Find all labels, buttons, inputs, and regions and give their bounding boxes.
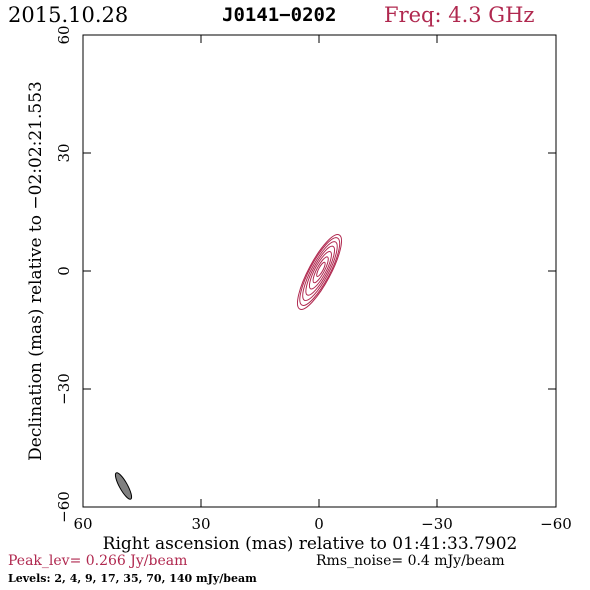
x-axis-label: Right ascension (mas) relative to 01:41:… xyxy=(103,534,518,554)
contour-level xyxy=(316,261,326,277)
y-tick-label: −30 xyxy=(55,373,73,405)
contour-level xyxy=(302,241,338,302)
y-tick-label: 60 xyxy=(55,25,73,44)
contour-level xyxy=(297,234,342,310)
tick-marks xyxy=(82,34,557,508)
x-tick-label: 60 xyxy=(73,515,92,533)
beam-ellipse xyxy=(114,472,133,500)
contour-levels: Levels: 2, 4, 9, 17, 35, 70, 140 mJy/bea… xyxy=(8,572,257,585)
source-contours xyxy=(297,234,342,310)
y-tick-label: 0 xyxy=(55,266,73,276)
x-tick-label: 0 xyxy=(314,515,324,533)
source-name: J0141−0202 xyxy=(222,4,337,26)
contour-level xyxy=(299,237,341,306)
y-axis-label: Declination (mas) relative to −02:02:21.… xyxy=(26,81,46,461)
plot-frame xyxy=(82,34,557,508)
x-tick-label: −60 xyxy=(540,515,572,533)
peak-level: Peak_lev= 0.266 Jy/beam xyxy=(8,553,188,569)
contour-level xyxy=(308,251,332,290)
y-tick-label: −60 xyxy=(55,491,73,523)
contour-level xyxy=(305,245,336,296)
x-tick-label: −30 xyxy=(421,515,453,533)
frequency-label: Freq: 4.3 GHz xyxy=(384,3,535,27)
observation-date: 2015.10.28 xyxy=(8,3,129,27)
contour-level xyxy=(312,256,329,284)
x-tick-label: 30 xyxy=(191,515,210,533)
rms-noise: Rms_noise= 0.4 mJy/beam xyxy=(316,553,505,569)
y-tick-label: 30 xyxy=(55,143,73,162)
